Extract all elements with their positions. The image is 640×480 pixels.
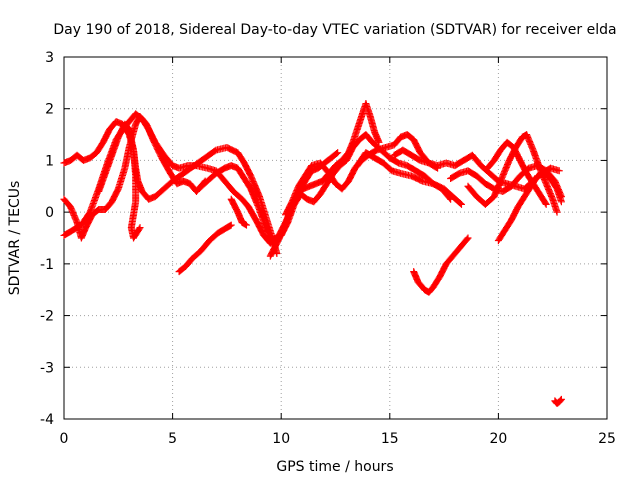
x-tick-label: 15 [381, 431, 399, 447]
series-arc-5 [175, 221, 235, 276]
series-markers [353, 149, 455, 203]
x-tick-label: 20 [489, 431, 507, 447]
y-tick-label: -1 [40, 257, 54, 273]
series-markers [227, 195, 250, 229]
x-axis-label: GPS time / hours [276, 459, 393, 475]
series-arc-17 [484, 138, 550, 208]
plot-frame [63, 56, 608, 420]
series-arc-4 [95, 120, 144, 242]
y-tick-label: 3 [45, 50, 54, 66]
x-tick-label: 10 [272, 431, 290, 447]
series-arc-18 [551, 395, 565, 407]
series-arc-7 [227, 195, 250, 229]
series-markers [95, 120, 144, 242]
y-tick-label: 2 [45, 102, 54, 118]
x-tick-label: 25 [598, 431, 616, 447]
y-axis-label: SDTVAR / TECUs [7, 181, 23, 296]
series-markers [410, 234, 472, 296]
x-tick-label: 5 [168, 431, 177, 447]
axes: 0 5 10 15 20 25 -4 -3 -2 -1 0 1 2 3 [40, 50, 616, 447]
series-markers [175, 221, 235, 276]
data-points [60, 100, 565, 407]
x-tick-label: 0 [60, 431, 69, 447]
series-arc-11 [353, 149, 455, 203]
series-markers [484, 138, 550, 208]
y-tick-label: -4 [40, 412, 54, 428]
chart-title: Day 190 of 2018, Sidereal Day-to-day VTE… [53, 22, 616, 38]
y-tick-label: 0 [45, 205, 54, 221]
series-arc-13 [410, 234, 472, 296]
y-tick-label: -3 [40, 360, 54, 376]
grid-lines [64, 57, 607, 419]
y-tick-label: -2 [40, 309, 54, 325]
y-tick-label: 1 [45, 153, 54, 169]
series-markers [551, 395, 565, 407]
